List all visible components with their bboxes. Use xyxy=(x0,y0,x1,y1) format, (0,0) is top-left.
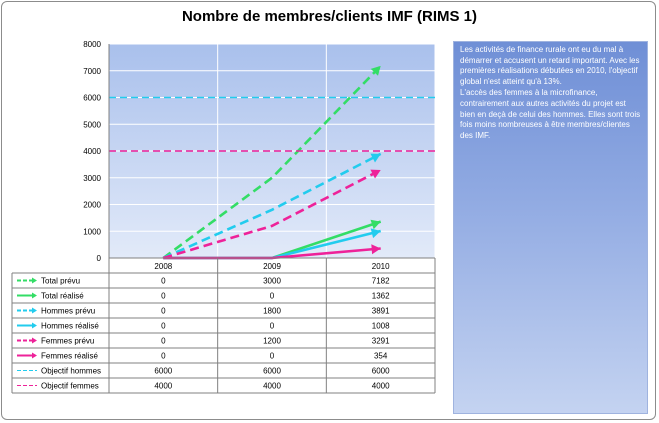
data-label: 354 xyxy=(374,352,388,361)
y-tick-label: 2000 xyxy=(83,201,101,210)
data-label: 0 xyxy=(161,307,166,316)
legend-label: Femmes prévu xyxy=(41,337,94,346)
legend-label: Femmes réalisé xyxy=(41,352,98,361)
data-label: 1362 xyxy=(372,292,390,301)
data-label: 4000 xyxy=(263,382,281,391)
legend-key-arrow-1 xyxy=(32,292,37,299)
data-label: 0 xyxy=(270,292,275,301)
legend-key-arrow-3 xyxy=(32,322,37,329)
commentary-paragraph-2: L'accès des femmes à la microfinance, co… xyxy=(460,88,641,140)
series-arrowhead-2 xyxy=(370,153,381,163)
legend-key-arrow-2 xyxy=(32,307,37,314)
y-tick-label: 1000 xyxy=(83,227,101,236)
data-label: 0 xyxy=(161,352,166,361)
y-tick-label: 0 xyxy=(97,254,102,263)
data-label: 0 xyxy=(161,322,166,331)
series-line-4 xyxy=(162,168,382,260)
y-tick-label: 5000 xyxy=(83,120,101,129)
series-line-0 xyxy=(162,64,382,260)
series-arrowhead-0 xyxy=(370,65,381,76)
legend-label: Hommes prévu xyxy=(41,307,95,316)
series-arrowhead-1 xyxy=(370,219,381,230)
commentary-paragraph-1: Les activités de finance rurale ont eu d… xyxy=(460,45,640,86)
series-arrowhead-3 xyxy=(370,228,381,239)
data-label: 0 xyxy=(270,352,275,361)
series-line-2 xyxy=(162,152,382,260)
data-label: 3000 xyxy=(263,277,281,286)
data-label: 3291 xyxy=(372,337,390,346)
data-label: 4000 xyxy=(154,382,172,391)
series-arrowhead-5 xyxy=(371,244,381,255)
chart-title: Nombre de membres/clients IMF (RIMS 1) xyxy=(181,8,478,25)
y-tick-label: 3000 xyxy=(83,174,101,183)
data-label: 0 xyxy=(161,277,166,286)
data-label: 7182 xyxy=(372,277,390,286)
legend-label: Total prévu xyxy=(41,277,80,286)
x-tick-label: 2010 xyxy=(372,262,390,271)
data-label: 3891 xyxy=(372,307,390,316)
data-label: 0 xyxy=(161,337,166,346)
data-label: 0 xyxy=(161,292,166,301)
data-label: 6000 xyxy=(372,367,390,376)
series-arrowhead-4 xyxy=(370,169,381,179)
data-label: 1200 xyxy=(263,337,281,346)
data-label: 6000 xyxy=(263,367,281,376)
legend-label: Objectif femmes xyxy=(41,382,99,391)
y-tick-label: 4000 xyxy=(83,147,101,156)
y-tick-label: 8000 xyxy=(83,40,101,49)
data-label: 6000 xyxy=(154,367,172,376)
legend-key-arrow-4 xyxy=(32,337,37,344)
y-tick-label: 7000 xyxy=(83,67,101,76)
legend-key-arrow-0 xyxy=(32,277,37,284)
x-tick-label: 2008 xyxy=(154,262,172,271)
y-tick-label: 6000 xyxy=(83,94,101,103)
x-tick-label: 2009 xyxy=(263,262,281,271)
data-label: 0 xyxy=(270,322,275,331)
data-label: 4000 xyxy=(372,382,390,391)
data-label: 1800 xyxy=(263,307,281,316)
legend-label: Objectif hommes xyxy=(41,367,101,376)
commentary-box: Les activités de finance rurale ont eu d… xyxy=(453,41,648,414)
legend-label: Hommes réalisé xyxy=(41,322,99,331)
data-label: 1008 xyxy=(372,322,390,331)
legend-label: Total réalisé xyxy=(41,292,84,301)
legend-key-arrow-5 xyxy=(32,352,37,359)
